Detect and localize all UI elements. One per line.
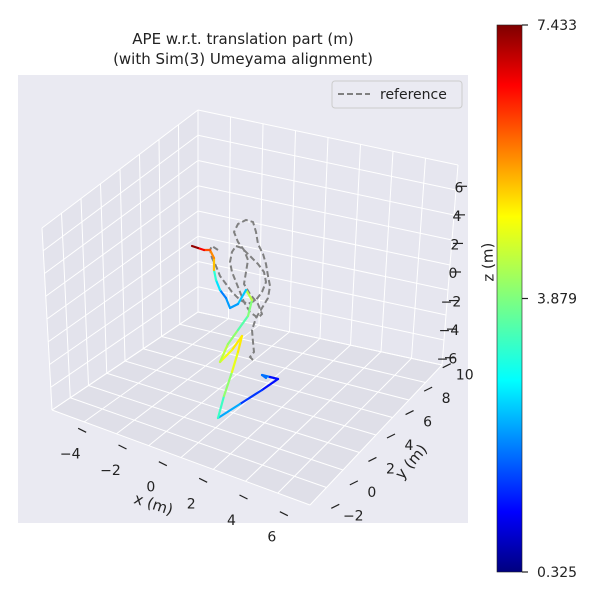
grid-line [47,235,199,343]
z-axis-tick-label: −2 [441,295,462,311]
y-axis-tick-label: 2 [386,461,395,477]
reference-path [208,218,272,361]
grid-line [143,348,393,418]
z-axis-tick-label: −4 [439,323,460,339]
estimate-segment [222,370,234,398]
grid-line [277,358,412,494]
left-pane [42,110,198,410]
estimate-segment [190,244,200,250]
x-axis-tick-label: −2 [100,463,121,479]
grid-line [197,311,443,366]
colorbar-tick-label: 3.879 [537,292,577,308]
x-axis-tick-mark [279,511,289,517]
grid-line [411,158,426,359]
x-axis-tick-mark [118,444,127,450]
grid-line [245,351,382,482]
x-axis-tick-mark [158,461,168,467]
grid-line [197,286,445,341]
estimate-segment [230,334,244,352]
x-axis-tick-mark [198,477,208,483]
reference-trajectory [208,218,272,361]
grid-line [178,124,181,325]
grid-line [179,323,426,383]
z-axis-tick-label: 6 [455,180,464,196]
y-axis-tick-label: 6 [423,415,432,431]
grid-line [441,164,459,366]
legend: reference [331,80,463,109]
y-axis-tick-label: 10 [456,368,474,384]
grid-line [212,344,351,470]
grid-line [380,151,394,352]
grid-line [50,286,199,388]
estimate-segment [216,402,242,420]
colorbar-tick-label: 0.325 [537,565,577,581]
estimate-segment [216,394,226,420]
estimate-segment [260,377,280,392]
grid-line [350,144,361,346]
grid-line [46,210,199,320]
grid-line [49,261,199,365]
estimate-segment [236,288,248,306]
y-axis-tick-label: 4 [405,438,414,454]
y-axis-tick-mark [423,386,433,392]
y-axis-tick-label: 0 [367,485,376,501]
x-axis-tick-label: 4 [227,513,236,529]
y-axis-tick-mark [442,363,451,369]
y-axis-tick-mark [349,480,359,486]
colorbar-tick-label: 7.433 [537,18,577,34]
estimate-segment [212,268,218,282]
grid-line [51,311,199,411]
z-axis-tick-label: 0 [449,266,458,282]
y-axis-tick-mark [331,503,340,509]
x-axis-tick-label: −4 [60,446,81,462]
z-axis-tick-label: 2 [451,237,460,253]
x-axis-tick-mark [239,494,248,500]
y-axis-tick-label: 8 [442,391,451,407]
estimate-segment [236,314,250,332]
estimate-segment [244,288,254,302]
grid-line [197,210,451,266]
estimate-segment [208,248,216,260]
estimate-segment [214,278,222,292]
estimate-segment [218,288,228,300]
grid-line [158,139,162,337]
colorbar [496,24,523,573]
x-axis-tick-label: 0 [146,480,155,496]
x-axis-tick-label: 2 [187,496,196,512]
grid-line [197,261,447,316]
estimate-segment [238,388,264,406]
estimate-segment [224,296,232,310]
x-axis-tick-mark [77,427,87,433]
floor-pane [52,312,442,505]
estimate-segment [260,373,272,379]
grid-line [161,336,410,401]
y-axis-tick-label: −2 [343,508,364,524]
estimate-segment [228,302,240,310]
estimate-segment [226,328,240,346]
y-axis-tick-mark [405,410,414,416]
estimate-segment [230,350,240,374]
grid-line [309,364,443,506]
y-axis-tick-mark [386,433,396,439]
z-axis-tick-label: −6 [437,352,458,368]
grid-line [139,154,144,349]
y-axis-tick-mark [368,456,377,462]
legend-reference-label: reference [380,87,447,103]
estimate-trajectory [190,244,280,420]
grid-line [197,235,449,291]
chart-title-line2: (with Sim(3) Umeyama alignment) [113,50,373,68]
z-axis-tick-label: 4 [453,209,462,225]
grid-lines [41,109,459,506]
chart-title-line1: APE w.r.t. translation part (m) [132,30,353,48]
legend-frame [331,80,463,109]
x-axis-tick-label: 6 [267,530,276,546]
estimate-segment [218,342,230,364]
z-axis-label: z (m) [478,242,497,282]
colorbar-ticks: 7.433 3.879 0.325 [522,18,577,581]
estimate-segment [246,298,254,318]
